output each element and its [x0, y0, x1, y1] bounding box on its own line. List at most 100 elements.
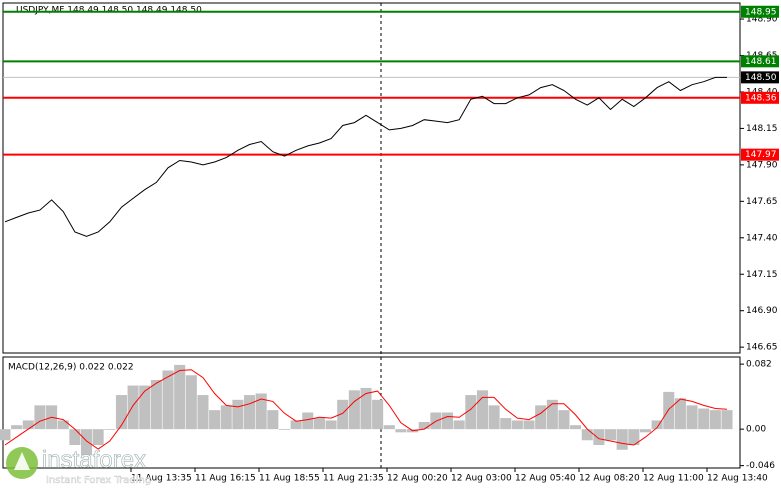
histogram-bar [395, 429, 407, 433]
level-label-box [741, 55, 779, 68]
histogram-bar [663, 391, 675, 430]
histogram-bar [325, 420, 337, 430]
histogram-bar [255, 393, 267, 430]
level-label: 148.61 [745, 57, 777, 67]
histogram-bar [313, 418, 325, 430]
histogram-bar [80, 429, 93, 456]
level-label-box [741, 148, 779, 161]
histogram-bar [709, 410, 721, 430]
histogram-bar [34, 405, 46, 430]
histogram-bar [476, 390, 488, 430]
histogram-bar [593, 429, 605, 446]
histogram-bar [127, 385, 139, 430]
histogram-bar [244, 395, 256, 430]
histogram-bar [581, 429, 593, 441]
histogram-bar [360, 387, 372, 430]
logo: instaforex Instant Forex Trading [6, 446, 151, 486]
histogram-bar [348, 390, 360, 430]
histogram-bar [686, 405, 698, 430]
histogram-bar [372, 399, 384, 430]
histogram-bar [465, 395, 477, 430]
level-label: 148.36 [745, 93, 777, 103]
histogram-bar [150, 379, 162, 430]
x-tick-label: 12 Aug 13:40 [707, 474, 768, 484]
histogram-bar [290, 420, 302, 430]
histogram-bar [185, 375, 197, 430]
logo-name: instaforex [42, 446, 146, 473]
histogram-bar [639, 429, 652, 433]
histogram-bar [674, 398, 686, 430]
histogram-bar [162, 370, 174, 430]
histogram-bar [441, 412, 454, 430]
histogram-bar [69, 429, 81, 446]
y-tick-label: 147.90 [746, 160, 778, 170]
level-label: 147.97 [745, 150, 777, 160]
histogram-bar [651, 420, 663, 430]
histogram-bar [197, 395, 209, 430]
x-tick-label: 11 Aug 16:15 [195, 474, 256, 484]
logo-icon-mark [14, 452, 30, 470]
histogram-bar [383, 425, 395, 430]
y-tick-label: 148.90 [746, 15, 778, 25]
histogram-bar [209, 410, 221, 430]
histogram-bar [232, 399, 244, 430]
histogram-bar [174, 364, 186, 430]
logo-tagline: Instant Forex Trading [46, 475, 151, 486]
y-tick-label: 146.65 [746, 343, 778, 353]
macd-title: MACD(12,26,9) 0.022 0.022 [8, 363, 134, 373]
level-label: 148.95 [745, 7, 777, 17]
level-label-box [741, 5, 779, 18]
y-tick-label: 0.00 [746, 425, 766, 435]
histogram-bar [0, 429, 11, 441]
x-tick-label: 12 Aug 00:20 [387, 474, 448, 484]
y-tick-label: 146.90 [746, 306, 778, 316]
histogram-bar [558, 410, 570, 430]
x-tick-label: 11 Aug 13:35 [131, 474, 192, 484]
histogram-bar [616, 429, 628, 450]
histogram-bar [721, 410, 733, 430]
histogram-bar [418, 422, 430, 430]
histogram-bar [698, 408, 710, 430]
histogram-bar [546, 399, 558, 430]
histogram-bar [453, 420, 465, 430]
histogram-bar [92, 429, 104, 446]
histogram-bar [511, 420, 523, 430]
y-tick-label: -0.046 [746, 461, 775, 471]
x-tick-label: 12 Aug 08:20 [579, 474, 640, 484]
histogram-bar [605, 429, 617, 441]
signal-line [4, 369, 728, 450]
x-tick-label: 12 Aug 11:00 [643, 474, 704, 484]
chart-title: USDJPY,MF 148.49 148.50 148.49 148.50 [16, 6, 202, 16]
histogram-bar [267, 410, 279, 430]
price-panel [2, 2, 741, 354]
histogram-bar [278, 429, 291, 430]
y-tick-label: 0.082 [746, 360, 772, 370]
histogram-bar [22, 420, 34, 430]
histogram-bar [628, 429, 640, 446]
y-tick-label: 148.15 [746, 124, 778, 134]
histogram-bar [488, 405, 500, 430]
price-line [4, 76, 727, 237]
y-tick-label: 147.40 [746, 233, 778, 243]
histogram-bar [220, 405, 232, 430]
histogram-bar [570, 425, 582, 430]
histogram-bar [535, 405, 547, 430]
macd-panel [2, 356, 741, 469]
level-label-box [741, 91, 779, 104]
x-tick-label: 12 Aug 03:00 [451, 474, 512, 484]
histogram-bar [57, 420, 69, 430]
histogram-bar [302, 412, 314, 430]
x-tick-label: 11 Aug 21:35 [323, 474, 384, 484]
histogram-bar [115, 395, 127, 430]
histogram-bar [139, 385, 151, 430]
x-tick-label: 12 Aug 05:40 [515, 474, 576, 484]
histogram-bar [523, 420, 535, 430]
histogram-bar [11, 425, 23, 430]
y-tick-label: 147.65 [746, 197, 778, 207]
y-tick-label: 147.15 [746, 270, 778, 280]
histogram-bar [337, 399, 349, 430]
x-tick-label: 11 Aug 18:55 [259, 474, 320, 484]
last-price-box [741, 71, 779, 84]
